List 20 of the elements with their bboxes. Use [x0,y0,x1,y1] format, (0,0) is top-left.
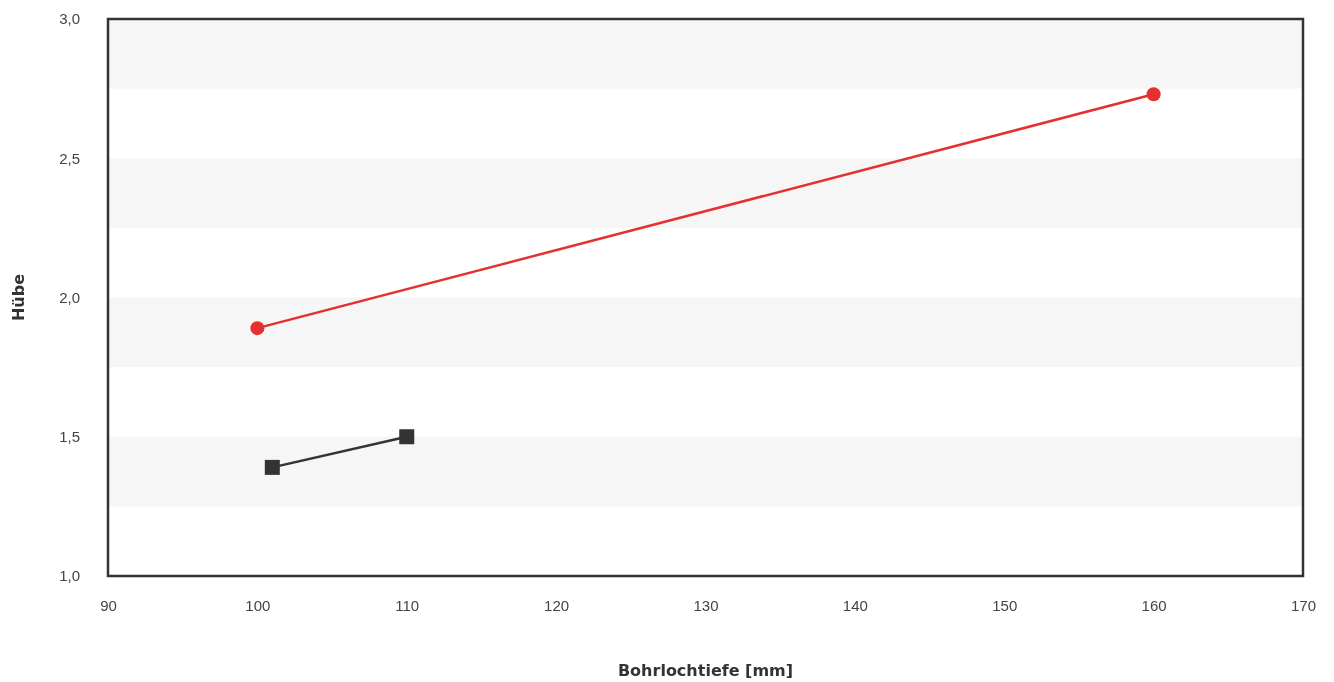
y-tick-label: 1,5 [59,428,80,446]
x-axis-title: Bohrlochtiefe [mm] [617,661,794,680]
x-tick-label: 130 [693,596,719,614]
point [1146,87,1161,102]
point [264,459,280,475]
y-axis-title: Hübe [9,273,28,322]
x-tick-label: 170 [1290,596,1317,614]
x-tick-label: 100 [245,596,271,614]
y-tick-label: 2,0 [59,288,80,306]
y-tick-label: 1,0 [59,567,80,585]
x-tick-label: 160 [1141,596,1167,614]
x-tick-label: 150 [992,596,1018,614]
y-tick-label: 2,5 [59,149,80,167]
x-tick-label: 110 [395,596,420,614]
y-tick-label: 3,0 [59,10,80,28]
x-tick-label: 120 [544,596,570,614]
point [399,429,415,445]
x-tick-label: 140 [842,596,868,614]
point [250,321,265,336]
x-tick-label: 90 [100,596,117,614]
